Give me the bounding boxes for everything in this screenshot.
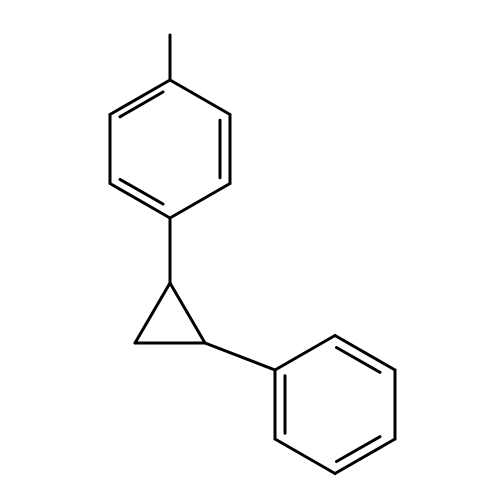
- bot-ring-d3: [337, 437, 381, 462]
- top-ring-b1: [110, 80, 170, 115]
- cyclopropane-b1: [135, 283, 170, 343]
- bot-ring-b2: [275, 439, 335, 474]
- bot-ring-b6: [275, 336, 335, 371]
- molecule-diagram: [0, 0, 500, 500]
- top-ring-b6: [170, 80, 230, 115]
- bot-ring-d5: [337, 348, 381, 373]
- top-ring-b4: [170, 184, 230, 219]
- top-ring-b3: [110, 184, 170, 219]
- linker-bottom: [205, 343, 275, 370]
- bond-group: [110, 35, 395, 474]
- cyclopropane-b3: [170, 283, 205, 343]
